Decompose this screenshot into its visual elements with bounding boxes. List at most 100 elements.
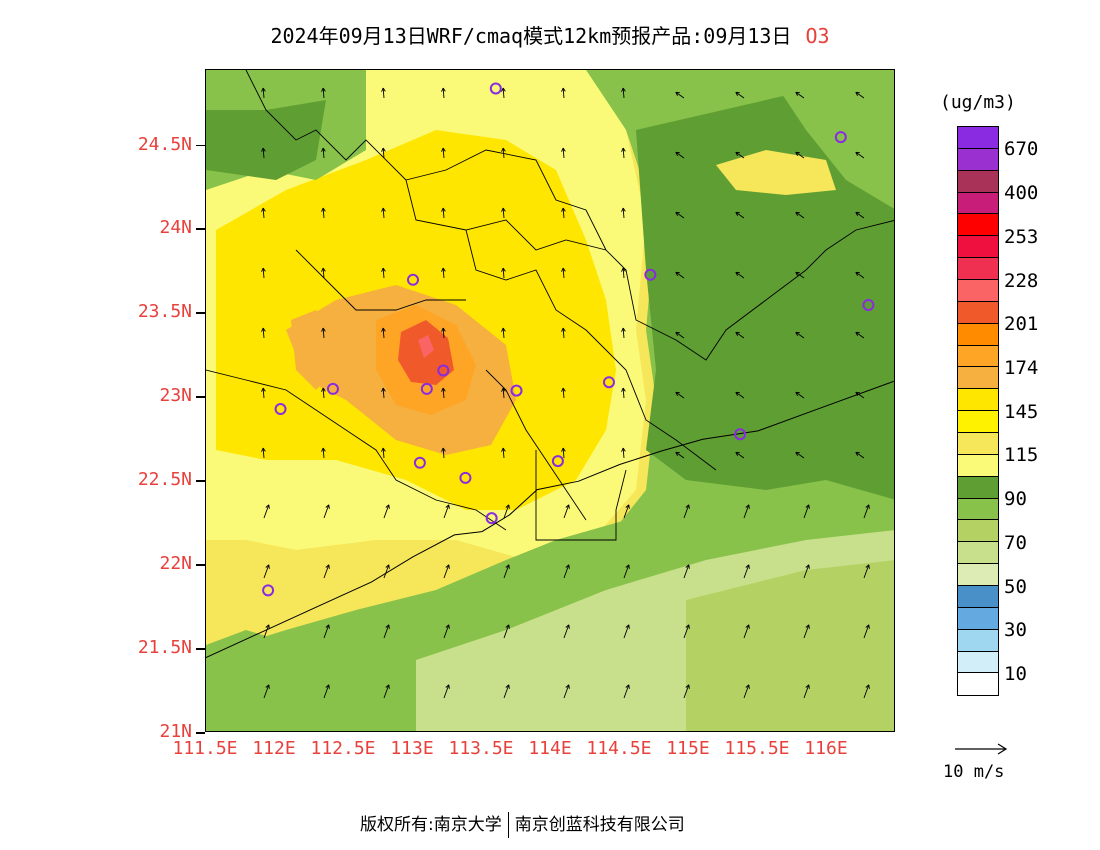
wind-arrow [735, 211, 745, 219]
wind-arrow [743, 504, 750, 519]
station-marker[interactable] [437, 364, 450, 377]
wind-arrow [263, 504, 270, 519]
station-marker[interactable] [834, 131, 847, 144]
station-marker[interactable] [485, 512, 498, 525]
lat-label: 21.5N [137, 637, 192, 659]
station-marker[interactable] [407, 273, 419, 286]
legend-color-cell [958, 280, 998, 302]
station-marker[interactable] [262, 584, 275, 597]
wind-arrow [863, 624, 870, 639]
wind-arrow [381, 387, 386, 399]
wind-arrow [803, 684, 810, 699]
wind-arrow [855, 91, 865, 99]
station-marker[interactable] [489, 82, 502, 95]
wind-arrow [381, 447, 386, 459]
wind-arrow [383, 564, 390, 579]
wind-arrow [441, 267, 446, 279]
wind-arrow [795, 331, 805, 339]
station-marker[interactable] [459, 471, 472, 484]
wind-arrow [735, 91, 745, 99]
wind-arrow [675, 391, 685, 399]
lon-label: 115.5E [724, 738, 790, 759]
wind-arrow [795, 391, 805, 399]
wind-arrow [683, 624, 690, 639]
station-marker[interactable] [602, 376, 615, 389]
wind-arrow [795, 151, 805, 159]
wind-arrow [441, 447, 446, 459]
legend-color-cell [958, 127, 998, 149]
wind-arrow [795, 451, 805, 459]
wind-arrow [863, 564, 870, 579]
wind-arrow [441, 327, 446, 339]
wind-arrow [261, 387, 266, 399]
wind-arrow [323, 564, 330, 579]
lat-tick [196, 732, 205, 734]
station-marker[interactable] [551, 455, 564, 468]
legend-color-cell [958, 520, 998, 543]
station-marker[interactable] [734, 428, 747, 441]
wind-arrow [675, 211, 685, 219]
wind-arrow [321, 87, 326, 99]
legend-color-cell [958, 454, 998, 477]
wind-arrow [501, 87, 506, 99]
legend-color-cell [958, 345, 998, 368]
wind-arrow [323, 624, 330, 639]
legend-unit: (ug/m3) [940, 92, 1016, 113]
wind-arrow [675, 451, 685, 459]
station-marker[interactable] [420, 382, 433, 395]
wind-arrow [381, 207, 386, 219]
lon-label: 111.5E [172, 738, 238, 759]
wind-arrow [735, 331, 745, 339]
legend-value-label: 253 [1004, 225, 1039, 248]
wind-arrow [621, 87, 626, 99]
wind-arrow [855, 271, 865, 279]
legend-color-cell [958, 214, 998, 237]
station-marker[interactable] [326, 382, 339, 395]
wind-arrow [683, 504, 690, 519]
station-marker[interactable] [413, 456, 426, 469]
wind-arrow [561, 207, 566, 219]
wind-arrow [323, 504, 330, 519]
wind-arrow [561, 147, 566, 159]
station-marker[interactable] [644, 268, 657, 281]
wind-arrow [563, 564, 570, 579]
station-marker[interactable] [274, 403, 287, 416]
wind-arrow [441, 207, 446, 219]
station-marker[interactable] [862, 298, 875, 311]
lat-label: 24.5N [137, 133, 192, 155]
wind-arrow [743, 624, 750, 639]
legend-value-label: 50 [1004, 575, 1027, 598]
field-east-lightgreen [766, 70, 894, 209]
wind-arrow [683, 564, 690, 579]
wind-arrow [501, 447, 506, 459]
station-marker[interactable] [510, 384, 523, 397]
lon-label: 116E [804, 738, 848, 759]
lon-label: 112.5E [310, 738, 376, 759]
lat-tick [196, 480, 205, 482]
wind-arrow [735, 451, 745, 459]
wind-arrow [383, 624, 390, 639]
wind-arrow [261, 267, 266, 279]
lon-label: 115E [666, 738, 710, 759]
wind-arrow [563, 504, 570, 519]
wind-arrow [563, 684, 570, 699]
legend-color-cell [958, 170, 998, 193]
wind-arrow [321, 327, 326, 339]
wind-arrow [743, 564, 750, 579]
field-nw-darkgreen [206, 100, 326, 180]
concentration-map[interactable] [205, 69, 895, 732]
legend-value-label: 145 [1004, 400, 1039, 423]
legend-color-cell [958, 236, 998, 259]
wind-arrow [441, 87, 446, 99]
legend-color-cell [958, 476, 998, 499]
vector-key-arrow [955, 743, 1008, 755]
wind-arrow [621, 447, 626, 459]
lat-label: 21N [159, 721, 192, 742]
wind-arrow [563, 624, 570, 639]
wind-arrow [441, 147, 446, 159]
legend-value-label: 400 [1004, 182, 1039, 205]
vector-key-label: 10 m/s [943, 762, 1005, 782]
wind-arrow [503, 504, 510, 519]
wind-arrow [321, 387, 326, 399]
wind-arrow [855, 211, 865, 219]
